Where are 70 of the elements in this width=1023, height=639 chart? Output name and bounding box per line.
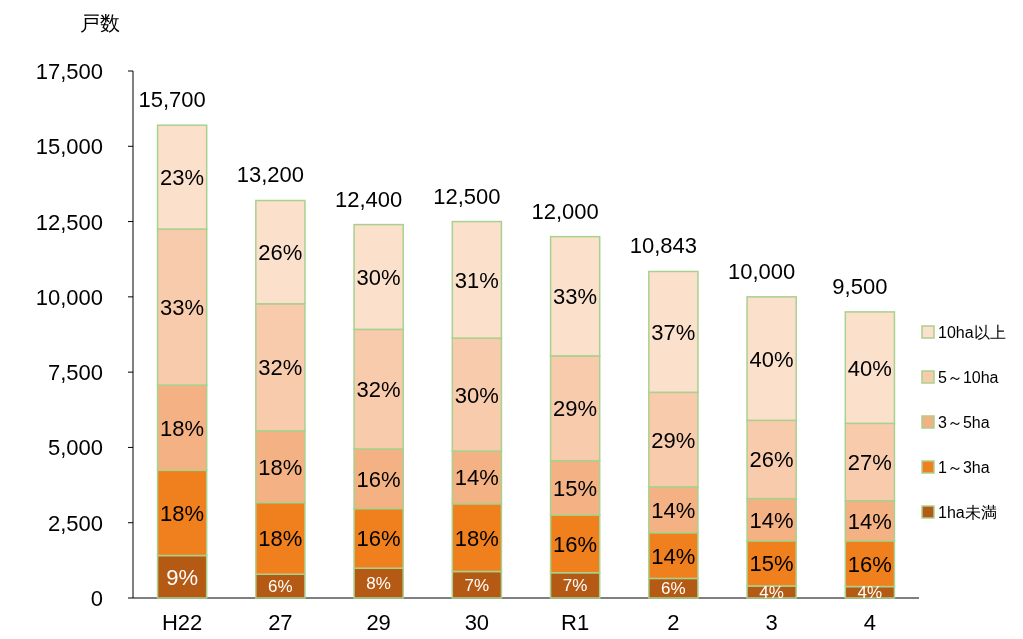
y-tick-label: 10,000 xyxy=(35,284,103,310)
annotation: 32% xyxy=(356,377,401,403)
annotation: 9% xyxy=(166,564,199,590)
annotation: 14% xyxy=(651,497,696,523)
x-tick-label: 27 xyxy=(268,610,293,635)
annotation: 6% xyxy=(661,579,686,599)
annotation: 8% xyxy=(366,574,391,594)
x-tick-label: 3 xyxy=(765,610,778,635)
x-tick-label: R1 xyxy=(561,610,590,635)
total-label: 15,700 xyxy=(138,87,206,113)
annotation: 14% xyxy=(847,508,892,534)
total-label: 10,000 xyxy=(727,258,796,284)
total-label: 9,500 xyxy=(832,273,888,299)
y-tick-label: 2,500 xyxy=(47,510,103,536)
x-tick-label: 30 xyxy=(464,610,490,635)
y-tick-label: 15,000 xyxy=(35,134,103,160)
legend-label: 10ha以上 xyxy=(938,324,1006,341)
annotation: 16% xyxy=(356,526,401,552)
x-tick-label: 4 xyxy=(863,610,876,635)
annotation: 14% xyxy=(454,465,499,491)
annotation: 4% xyxy=(759,582,784,602)
annotation: 18% xyxy=(160,500,205,526)
annotation: 15% xyxy=(749,551,794,577)
annotation: 14% xyxy=(651,543,696,569)
annotation: 18% xyxy=(160,415,205,441)
total-label: 12,400 xyxy=(334,186,403,212)
legend-label: 1～3ha xyxy=(938,459,990,476)
total-label: 13,200 xyxy=(236,162,305,188)
annotation: 6% xyxy=(268,577,293,597)
annotation: 33% xyxy=(160,295,205,321)
annotation: 16% xyxy=(356,466,401,492)
total-label: 12,500 xyxy=(433,183,501,209)
y-axis-title: 戸数 xyxy=(80,12,120,34)
annotation: 18% xyxy=(454,525,499,551)
legend-label: 1ha未満 xyxy=(938,504,997,521)
y-tick-label: 17,500 xyxy=(35,59,103,84)
legend-label: 5～10ha xyxy=(938,369,999,386)
annotation: 23% xyxy=(160,165,205,191)
annotation: 29% xyxy=(651,427,696,453)
annotation: 27% xyxy=(847,450,892,476)
annotation: 18% xyxy=(258,454,303,480)
x-tick-label: 2 xyxy=(667,610,680,635)
annotation: 7% xyxy=(464,575,490,595)
annotation: 40% xyxy=(749,346,794,372)
legend-label: 3～5ha xyxy=(938,414,990,431)
annotation: 18% xyxy=(258,526,303,552)
annotation: 16% xyxy=(847,551,892,577)
y-tick-label: 12,500 xyxy=(35,209,103,235)
annotation: 16% xyxy=(553,531,598,557)
annotation: 14% xyxy=(749,507,794,533)
total-label: 12,000 xyxy=(531,198,599,224)
annotation: 40% xyxy=(847,355,892,381)
annotation: 15% xyxy=(553,475,598,501)
annotation: 30% xyxy=(356,264,401,290)
y-tick-label: 7,500 xyxy=(47,360,103,386)
y-tick-label: 5,000 xyxy=(47,435,103,461)
annotation: 32% xyxy=(258,355,303,381)
annotation: 30% xyxy=(454,382,499,408)
annotation: 33% xyxy=(553,284,598,310)
annotation: 26% xyxy=(749,447,794,473)
x-tick-label: 29 xyxy=(366,610,391,635)
annotation: 29% xyxy=(553,396,598,422)
annotation: 26% xyxy=(258,240,303,266)
annotation: 4% xyxy=(857,583,883,603)
y-tick-label: 0 xyxy=(90,586,103,611)
annotation: 7% xyxy=(562,576,588,596)
x-tick-label: H22 xyxy=(161,610,203,635)
total-label: 10,843 xyxy=(629,233,698,259)
annotation: 31% xyxy=(454,267,499,293)
annotation: 37% xyxy=(651,319,696,345)
